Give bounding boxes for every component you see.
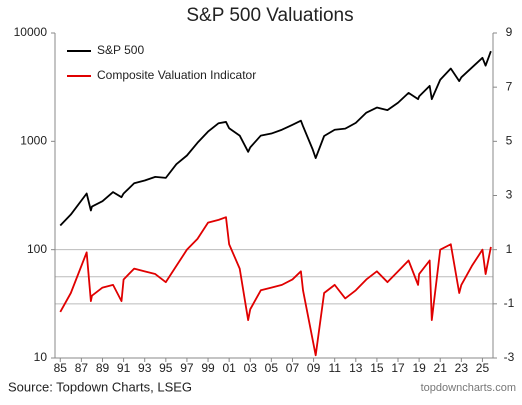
source: Source: Topdown Charts, LSEG	[8, 379, 192, 394]
x-tick-label: 87	[75, 361, 89, 375]
x-tick-label: 01	[222, 361, 236, 375]
x-tick-label: 17	[391, 361, 405, 375]
x-tick-label: 93	[138, 361, 152, 375]
x-tick-label: 95	[159, 361, 173, 375]
x-tick-label: 05	[265, 361, 279, 375]
y2-tick-label: -1	[504, 296, 515, 310]
chart-title: S&P 500 Valuations	[186, 5, 353, 26]
x-tick-label: 97	[180, 361, 194, 375]
y-tick-label: 100	[27, 242, 47, 256]
y2-tick-label: 7	[506, 79, 513, 93]
x-tick-label: 25	[476, 361, 490, 375]
x-tick-label: 07	[286, 361, 300, 375]
x-tick-label: 09	[307, 361, 321, 375]
x-tick-label: 19	[412, 361, 426, 375]
x-tick-label: 91	[117, 361, 131, 375]
y2-tick-label: 9	[506, 25, 513, 39]
series-line	[59, 50, 492, 227]
legend-label: S&P 500	[97, 43, 144, 57]
x-tick-label: 23	[455, 361, 469, 375]
y-tick-label: 10000	[14, 25, 48, 39]
x-tick-label: 85	[54, 361, 68, 375]
x-tick-label: 99	[201, 361, 215, 375]
y2-tick-label: -3	[504, 350, 515, 364]
y-tick-label: 1000	[20, 134, 47, 148]
y2-tick-label: 1	[506, 242, 513, 256]
x-tick-label: 21	[434, 361, 448, 375]
x-tick-label: 15	[370, 361, 384, 375]
y2-tick-label: 3	[506, 188, 513, 202]
x-tick-label: 03	[244, 361, 258, 375]
y-tick-label: 10	[34, 350, 48, 364]
series-line	[59, 216, 492, 357]
legend-label: Composite Valuation Indicator	[97, 68, 256, 82]
y2-tick-label: 5	[506, 134, 513, 148]
x-tick-label: 13	[349, 361, 363, 375]
x-tick-label: 89	[96, 361, 110, 375]
x-tick-label: 11	[328, 361, 341, 375]
watermark: topdowncharts.com	[421, 382, 516, 394]
